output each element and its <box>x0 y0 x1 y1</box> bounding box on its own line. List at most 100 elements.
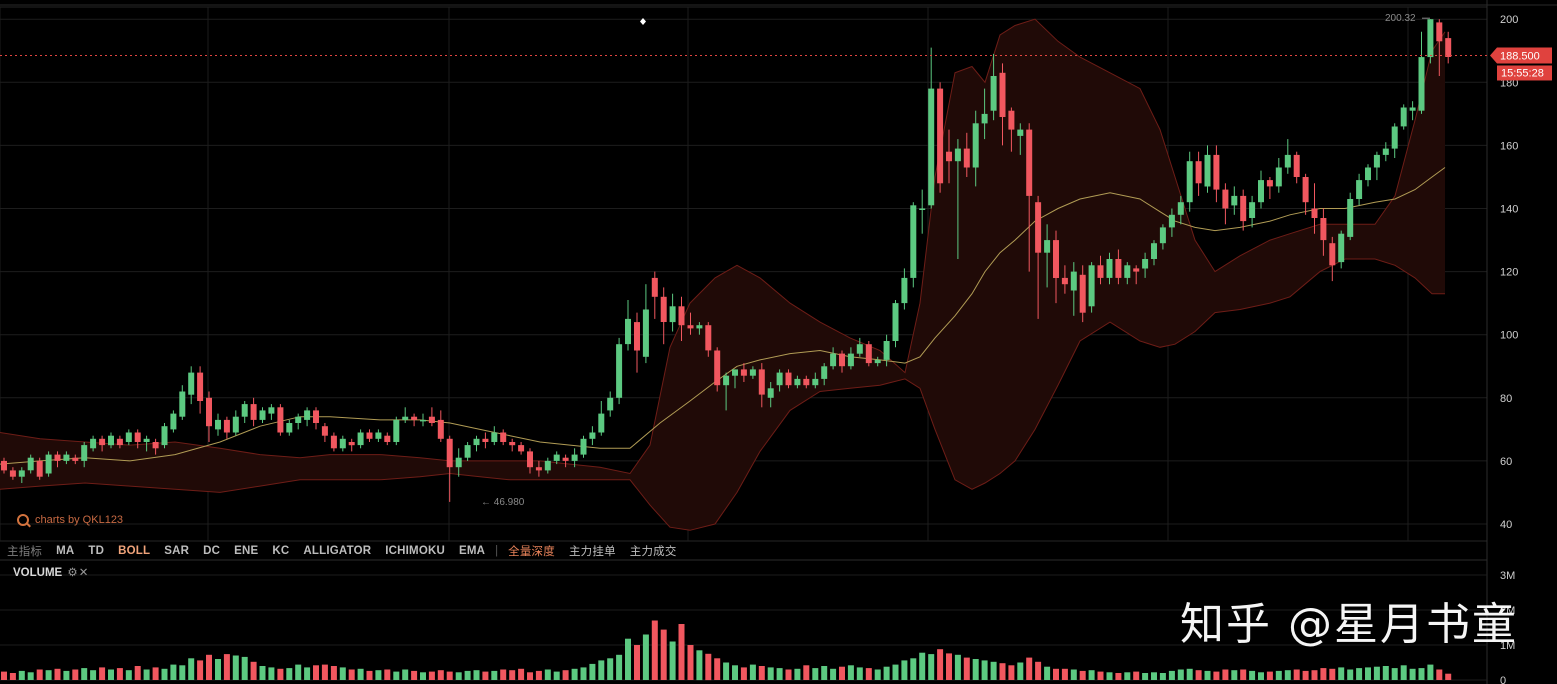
indicator-ma[interactable]: MA <box>56 545 75 557</box>
candle-body <box>357 432 364 446</box>
countdown-tag <box>1497 65 1552 81</box>
indicator-alligator[interactable]: ALLIGATOR <box>303 545 372 557</box>
volume-bar <box>589 663 596 680</box>
bollinger-fill <box>0 19 1445 531</box>
candle-body <box>1329 243 1336 266</box>
full-depth-button[interactable]: 全量深度 <box>508 546 555 558</box>
price-tick-label: 160 <box>1500 140 1518 152</box>
volume-bar <box>232 655 239 680</box>
volume-bar <box>1427 664 1434 680</box>
volume-bar <box>1142 673 1149 680</box>
volume-bar <box>179 665 186 680</box>
volume-tick-label: 0 <box>1500 675 1506 684</box>
candle-body <box>803 378 810 386</box>
candle-body <box>1017 129 1024 136</box>
candle-body <box>1106 259 1113 278</box>
volume-bar <box>1382 666 1389 680</box>
current-price-text: 188.500 <box>1500 50 1540 62</box>
candle-body <box>901 277 908 304</box>
volume-bar <box>375 670 382 680</box>
main-trades-button[interactable]: 主力成交 <box>629 546 677 558</box>
candle-body <box>616 344 623 398</box>
candle-body <box>1204 154 1211 187</box>
volume-bar <box>562 670 569 680</box>
candle-body <box>535 467 542 471</box>
volume-bar <box>268 667 275 680</box>
volume-bar <box>705 653 712 681</box>
brand-text: charts by QKL123 <box>35 514 124 526</box>
candle-body <box>625 318 631 345</box>
candle-body <box>188 372 195 395</box>
candle-body <box>580 438 587 455</box>
volume-bar <box>856 667 863 680</box>
volume-bar <box>1445 673 1452 680</box>
volume-bar <box>1195 670 1202 680</box>
main-orders-button[interactable]: 主力挂单 <box>568 546 616 558</box>
volume-bar <box>455 672 462 680</box>
candle-body <box>865 344 872 364</box>
candle-body <box>981 113 988 124</box>
volume-bar <box>839 666 845 680</box>
volume-bar <box>616 654 623 680</box>
volume-bar <box>1079 670 1086 680</box>
candle-body <box>18 470 25 477</box>
candle-body <box>999 72 1006 117</box>
candle-body <box>116 438 123 446</box>
volume-bar <box>161 668 168 680</box>
candle-body <box>1240 195 1247 222</box>
volume-bar <box>143 669 150 680</box>
candle-body <box>446 438 453 468</box>
candle-body <box>1222 189 1229 209</box>
candle-body <box>1338 233 1345 263</box>
candle-body <box>1427 19 1434 58</box>
volume-bar <box>821 666 828 680</box>
volume-bar <box>1053 668 1059 680</box>
candle-body <box>785 372 792 386</box>
volume-bar <box>785 669 792 680</box>
candle-body <box>812 378 819 386</box>
volume-bar <box>170 664 177 680</box>
indicator-sar[interactable]: SAR <box>164 545 190 557</box>
indicator-ene[interactable]: ENE <box>234 545 259 557</box>
candle-body <box>1070 271 1077 291</box>
volume-bar <box>1284 670 1291 680</box>
volume-bar <box>295 664 302 680</box>
brand-label: charts by QKL123 <box>17 514 123 526</box>
volume-bar <box>696 650 703 681</box>
candle-body <box>1293 154 1300 177</box>
indicator-kc[interactable]: KC <box>272 545 290 557</box>
candle-body <box>1186 161 1193 203</box>
volume-tick-label: 3M <box>1500 570 1515 582</box>
indicator-boll[interactable]: BOLL <box>118 545 151 557</box>
indicator-dc[interactable]: DC <box>203 545 221 557</box>
candle-body <box>758 369 765 395</box>
candle-body <box>1409 107 1416 111</box>
candle-body <box>313 410 319 423</box>
candle-body <box>732 369 738 376</box>
candle-body <box>1258 180 1264 203</box>
candle-body <box>1436 22 1443 42</box>
volume-settings-close-icon[interactable]: ⚙✕ <box>67 567 90 579</box>
candle-body <box>1035 202 1042 253</box>
candle-body <box>1133 268 1140 272</box>
candle-body <box>518 445 525 452</box>
volume-bar <box>732 665 738 680</box>
price-tick-label: 100 <box>1500 330 1518 342</box>
candle-body <box>27 457 34 471</box>
indicator-ichimoku[interactable]: ICHIMOKU <box>385 545 445 557</box>
volume-bar <box>928 654 935 680</box>
volume-bar <box>1266 671 1273 680</box>
volume-bar <box>1151 672 1157 680</box>
volume-bar <box>1231 670 1238 680</box>
indicator-ema[interactable]: EMA <box>459 545 486 557</box>
volume-bar <box>1302 670 1309 680</box>
candle-body <box>696 325 703 329</box>
volume-bar <box>740 667 747 680</box>
brand-logo-icon <box>17 514 29 526</box>
candle-body <box>892 303 899 341</box>
indicator-td[interactable]: TD <box>88 545 105 557</box>
volume-bar <box>348 669 355 680</box>
candle-body <box>1124 265 1131 278</box>
